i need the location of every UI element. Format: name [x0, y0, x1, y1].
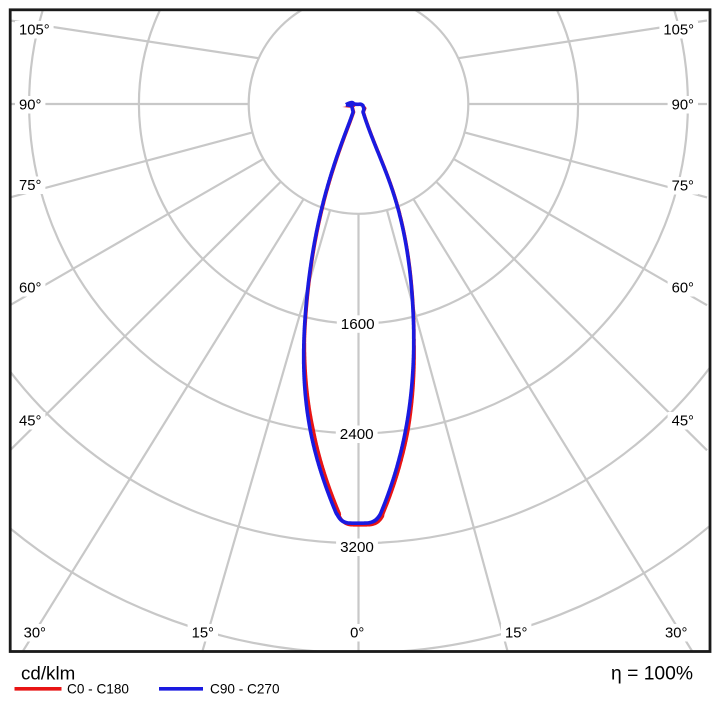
svg-text:3200: 3200 [340, 539, 374, 556]
svg-text:2400: 2400 [340, 426, 374, 443]
svg-text:75°: 75° [672, 179, 694, 195]
svg-text:C90 - C270: C90 - C270 [210, 681, 280, 696]
svg-text:15°: 15° [192, 626, 214, 642]
svg-text:60°: 60° [672, 281, 694, 297]
svg-text:45°: 45° [672, 414, 694, 430]
svg-text:60°: 60° [19, 281, 41, 297]
svg-text:90°: 90° [19, 98, 41, 114]
svg-text:30°: 30° [665, 626, 687, 642]
svg-text:45°: 45° [19, 414, 41, 430]
svg-text:η = 100%: η = 100% [611, 663, 693, 684]
svg-text:0°: 0° [350, 626, 364, 642]
svg-text:30°: 30° [24, 626, 46, 642]
svg-text:105°: 105° [19, 23, 50, 39]
svg-text:C0 - C180: C0 - C180 [67, 681, 129, 696]
svg-text:105°: 105° [663, 23, 694, 39]
svg-text:15°: 15° [505, 626, 527, 642]
svg-text:90°: 90° [672, 98, 694, 114]
svg-text:1600: 1600 [341, 316, 375, 333]
svg-text:cd/klm: cd/klm [21, 662, 75, 683]
svg-text:75°: 75° [19, 178, 41, 194]
